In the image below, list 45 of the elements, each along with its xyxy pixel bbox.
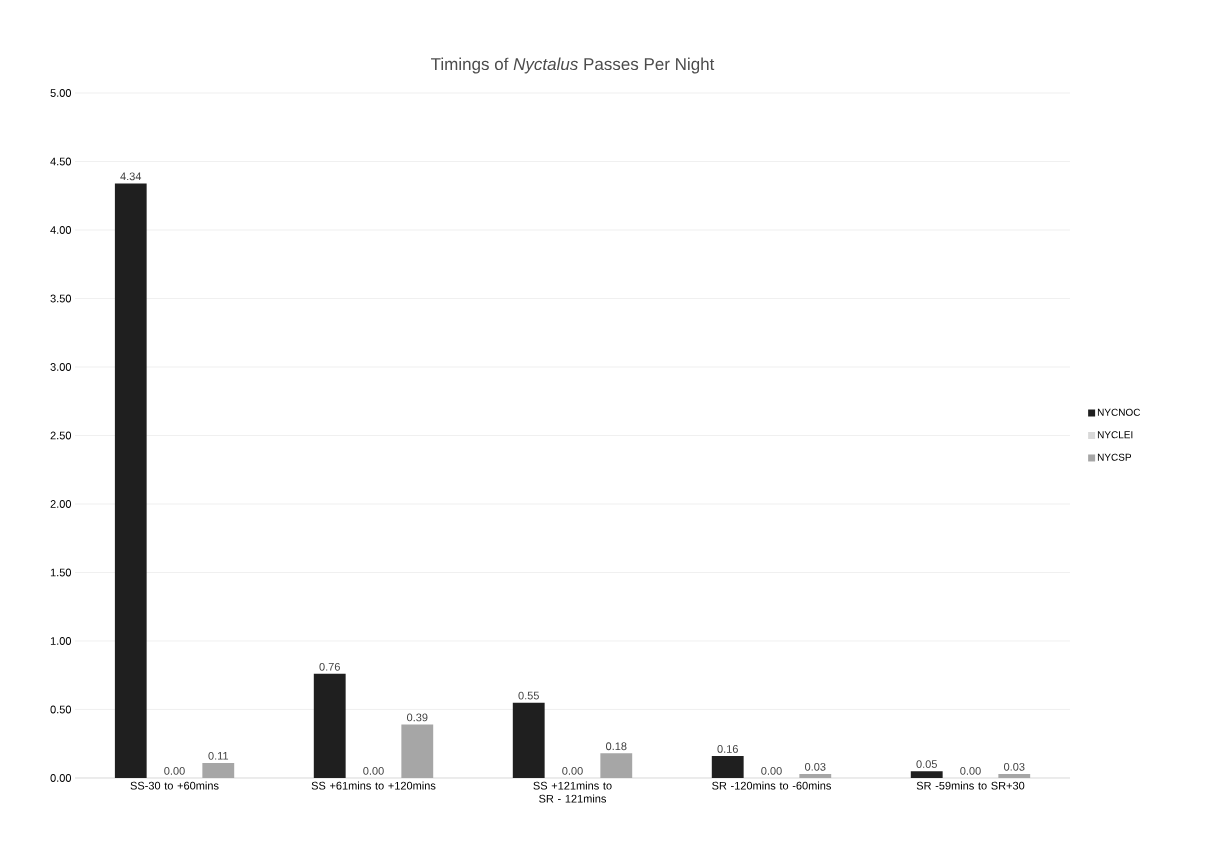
x-tick-label: SR -120mins to -60mins [712,781,831,790]
chart-title: Timings of Nyctalus Passes Per Night [431,57,715,74]
bar [799,773,832,778]
y-tick-label: 3.00 [50,363,72,371]
data-label: 4.34 [120,172,142,181]
legend-label: NYCSP [1097,453,1132,461]
bar [114,183,147,778]
data-label: 0.11 [208,751,229,760]
bar [600,753,633,778]
y-tick-label: 0.50 [50,705,72,714]
y-tick-label: 4.50 [50,157,72,166]
x-tick-label: SS +61mins to +120mins [311,781,436,790]
data-label: 0.55 [518,691,539,700]
bar [998,773,1031,778]
data-label: 0.76 [319,662,340,671]
y-tick-label: 1.00 [50,637,72,645]
bar [401,724,434,778]
data-label: 0.05 [916,760,937,768]
y-tick-label: 0.00 [50,774,72,782]
data-label: 0.39 [407,713,428,722]
data-label: 0.00 [164,767,185,775]
bar [202,762,235,778]
data-label: 0.00 [363,767,384,775]
data-label: 0.00 [960,767,981,775]
y-tick-label: 3.50 [50,294,72,303]
bar [512,702,545,778]
y-tick-label: 2.50 [50,431,72,440]
y-tick-label: 5.00 [50,89,72,97]
x-tick-label: SS-30 to +60mins [130,781,219,790]
y-tick-label: 1.50 [50,568,72,577]
y-tick-label: 4.00 [50,226,72,234]
data-label: 0.03 [805,762,826,771]
data-label: 0.18 [606,742,627,751]
y-tick-label: 2.00 [50,500,72,508]
bar [313,673,346,778]
data-label: 0.16 [717,745,738,753]
data-label: 0.03 [1004,762,1025,771]
bar [910,771,943,778]
data-label: 0.00 [761,767,782,775]
legend-label: NYCLEI [1097,431,1133,439]
legend-label: NYCNOC [1097,408,1141,416]
bar [711,756,744,778]
data-label: 0.00 [562,767,583,775]
x-tick-label: SS +121mins to SR - 121mins [533,781,612,803]
x-tick-label: SR -59mins to SR+30 [916,781,1025,790]
